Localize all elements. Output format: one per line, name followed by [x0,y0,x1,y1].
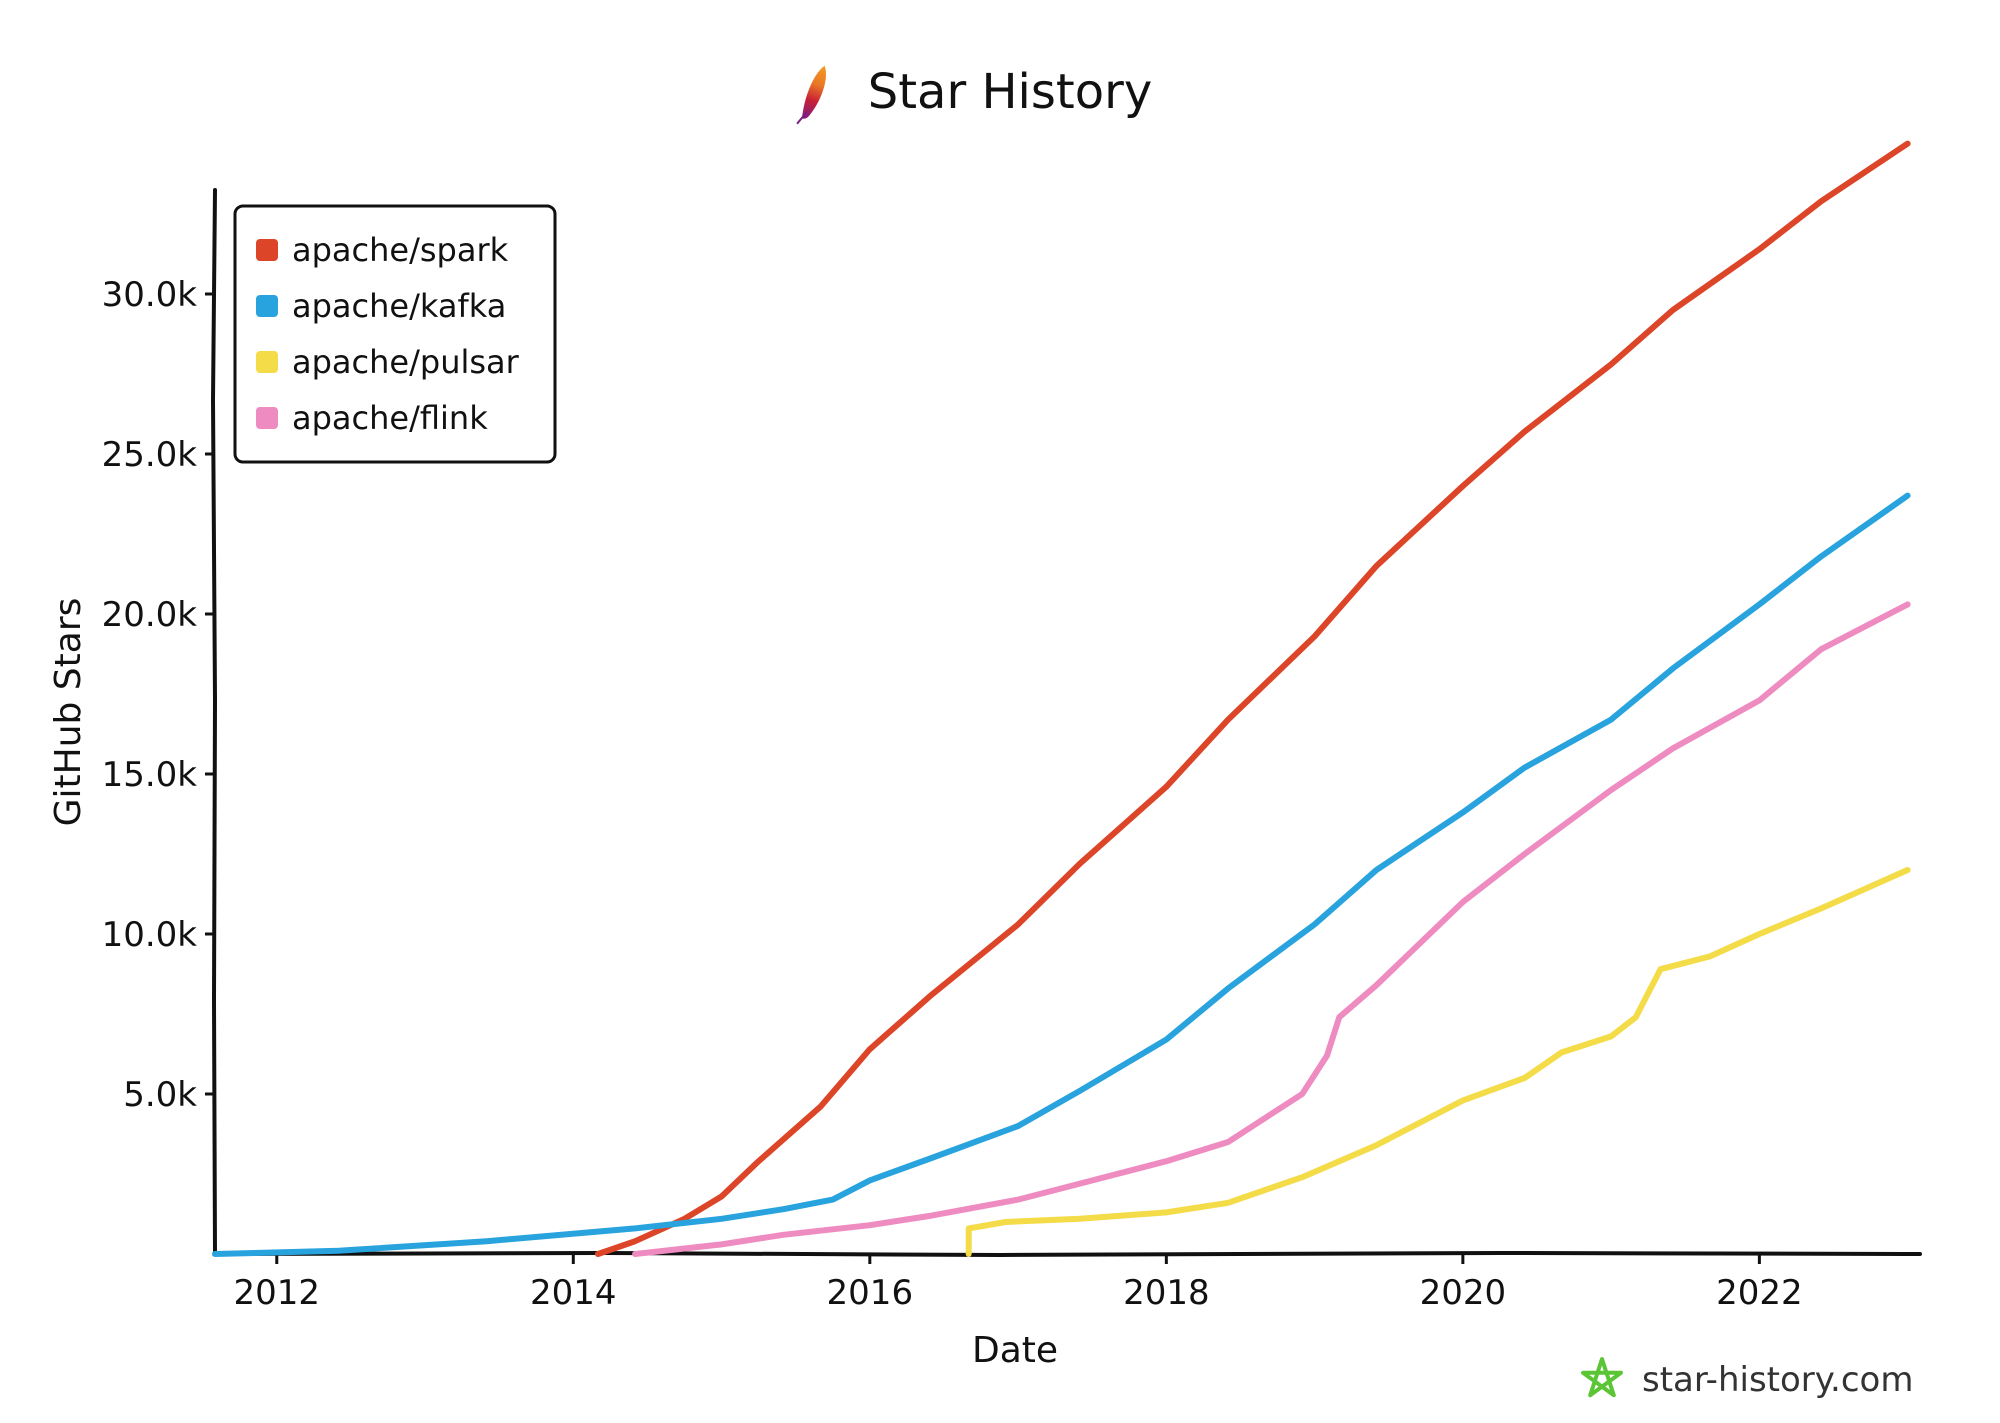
legend-swatch [256,239,278,261]
legend-swatch [256,351,278,373]
series-lines [212,140,1911,1257]
x-tick-label: 2018 [1123,1273,1210,1313]
apache-feather-icon [796,65,826,125]
legend-label: apache/flink [292,399,488,437]
chart-title: Star History [868,64,1152,120]
y-tick-label: 15.0k [102,755,198,795]
x-tick-label: 2016 [827,1273,914,1313]
legend-swatch [256,295,278,317]
x-tick-label: 2014 [530,1273,617,1313]
series-line-apache-flink [632,601,1911,1257]
y-tick-label: 25.0k [102,435,198,475]
legend-label: apache/spark [292,231,509,269]
legend-label: apache/pulsar [292,343,520,381]
series-line-apache-kafka [212,492,1911,1257]
series-line-apache-pulsar [965,867,1911,1257]
star-history-logo-icon [1581,1357,1623,1398]
x-tick-label: 2022 [1716,1273,1803,1313]
y-axis-label: GitHub Stars [48,598,89,827]
chart-title-group: Star History [796,64,1152,125]
y-tick-label: 20.0k [102,595,198,635]
legend-box [233,204,557,464]
brand-watermark: star-history.com [1581,1357,1913,1400]
legend-swatch [256,407,278,429]
x-tick-label: 2020 [1420,1273,1507,1313]
y-tick-label: 30.0k [102,275,198,315]
x-axis-ticks: 2012 2014 2016 2018 2020 2022 [234,1254,1803,1313]
series-line-apache-spark [595,140,1911,1257]
brand-text: star-history.com [1642,1360,1913,1400]
y-tick-label: 5.0k [123,1075,197,1115]
y-axis-ticks: 5.0k 10.0k 15.0k 20.0k 25.0k 30.0k [102,275,215,1115]
x-axis-line [213,1250,1922,1258]
x-axis-label: Date [972,1330,1058,1371]
legend-label: apache/kafka [292,287,506,325]
y-tick-label: 10.0k [102,915,198,955]
legend: apache/spark apache/kafka apache/pulsar apa… [233,204,557,464]
axes [210,188,1922,1258]
y-axis-line [210,188,218,1256]
x-tick-label: 2012 [234,1273,321,1313]
